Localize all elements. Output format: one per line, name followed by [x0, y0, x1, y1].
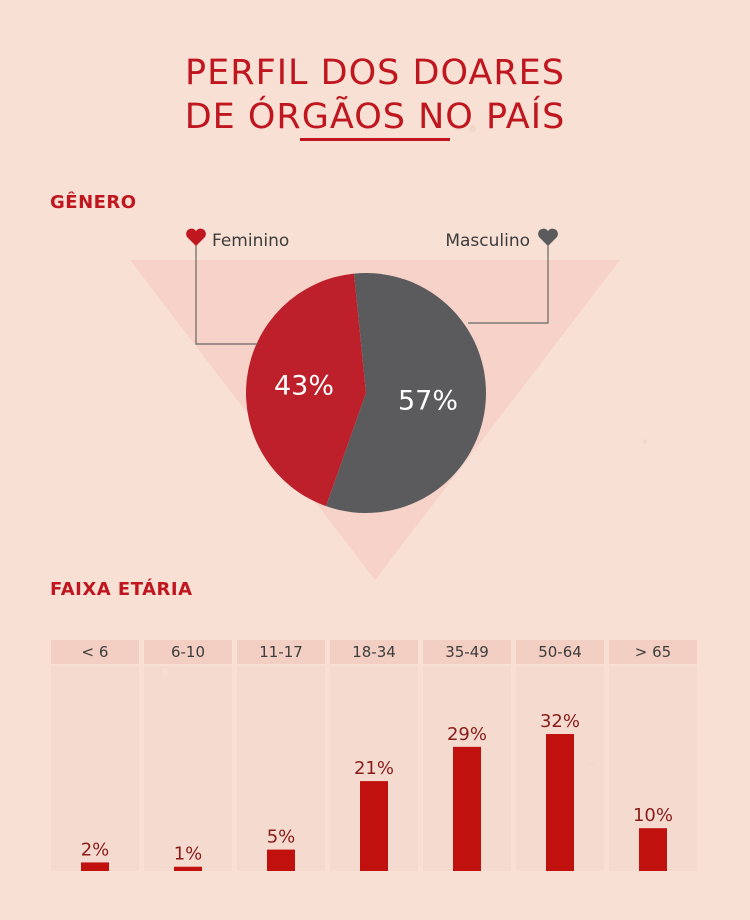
bar — [360, 781, 388, 871]
gender-section-heading: GÊNERO — [50, 192, 137, 213]
category-header — [423, 640, 511, 664]
bar — [639, 828, 667, 871]
bar-column-background — [237, 666, 325, 871]
legend-masculino: Masculino — [445, 231, 530, 251]
category-label: > 65 — [635, 643, 671, 661]
bar-value-label: 5% — [267, 827, 296, 848]
gender-pie-chart: 43% 57% Feminino Masculino — [130, 228, 620, 580]
leader-line-masculino — [468, 245, 549, 324]
category-header — [516, 640, 604, 664]
pie-slice-feminino — [245, 273, 366, 507]
bar-value-label: 21% — [354, 758, 394, 779]
age-section-heading: FAIXA ETÁRIA — [50, 579, 193, 600]
category-label: 35-49 — [445, 643, 489, 661]
bar-value-label: 29% — [447, 724, 487, 745]
bar-value-label: 32% — [540, 711, 580, 732]
pie-slices — [245, 273, 486, 514]
legend-feminino: Feminino — [212, 231, 289, 251]
bar — [174, 866, 202, 871]
category-header — [144, 640, 232, 664]
bar-value-label: 10% — [633, 805, 673, 826]
heart-icon — [186, 228, 206, 246]
category-header — [51, 640, 139, 664]
category-label: < 6 — [82, 643, 109, 661]
pie-value-label: 43% — [274, 371, 334, 402]
category-header — [330, 640, 418, 664]
age-bar-chart: < 6 2% 6-10 1% 11-17 5% 18-34 21% 35-49 29% 50-64 3… — [51, 640, 697, 871]
category-label: 18-34 — [352, 643, 396, 661]
title-line-2: DE ÓRGÃOS NO PAÍS — [184, 97, 566, 138]
category-label: 11-17 — [259, 643, 303, 661]
bar — [453, 746, 481, 871]
leader-line-feminino — [195, 245, 258, 345]
pie-labels: 43% 57% — [274, 371, 458, 417]
bar-columns: < 6 2% 6-10 1% 11-17 5% 18-34 21% 35-49 29% 50-64 3… — [51, 640, 697, 871]
bar-column-background — [144, 666, 232, 871]
bar — [546, 734, 574, 871]
category-header — [237, 640, 325, 664]
bar-value-label: 2% — [81, 839, 110, 860]
bar-column-background — [51, 666, 139, 871]
title-line-1: PERFIL DOS DOARES — [185, 53, 565, 94]
pie-value-label: 57% — [398, 386, 458, 417]
bar-value-label: 1% — [174, 844, 203, 865]
category-label: 50-64 — [538, 643, 582, 661]
page-title: PERFIL DOS DOARES DE ÓRGÃOS NO PAÍS — [0, 51, 750, 139]
bar — [267, 849, 295, 871]
bar — [81, 862, 109, 871]
category-header — [609, 640, 697, 664]
title-divider — [300, 138, 450, 141]
pie-slice-masculino — [326, 273, 486, 514]
heart-icon — [538, 228, 558, 246]
category-label: 6-10 — [171, 643, 205, 661]
